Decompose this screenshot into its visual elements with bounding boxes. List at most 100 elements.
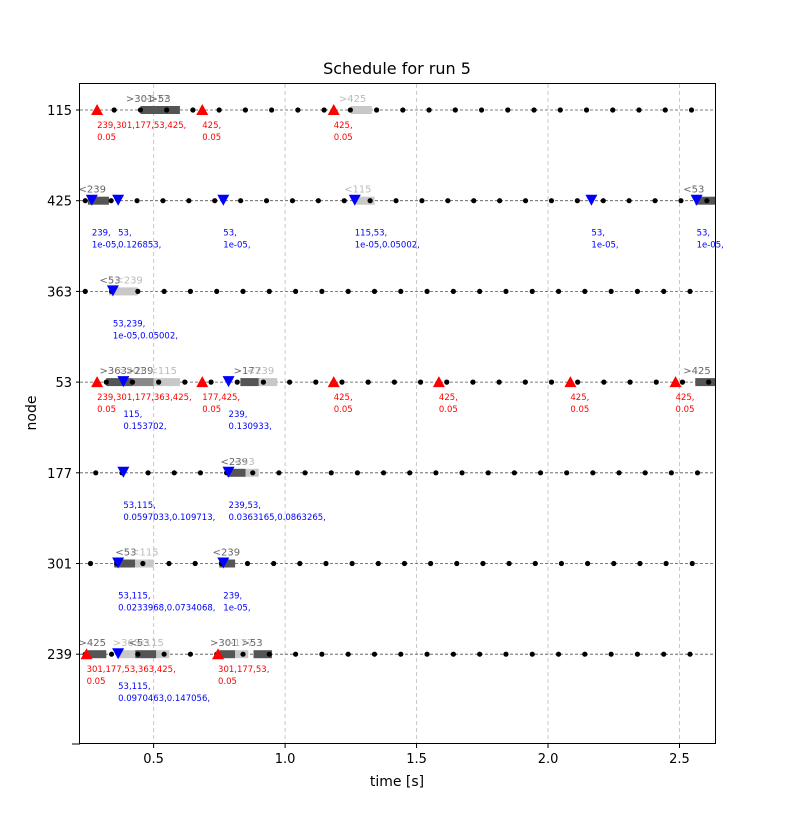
schedule-dot — [496, 379, 502, 385]
schedule-dot — [485, 470, 491, 476]
reception-label: 1e-05, — [223, 604, 250, 614]
schedule-dot — [400, 107, 406, 113]
schedule-dot — [216, 107, 222, 113]
reception-label: 239, — [92, 229, 111, 239]
schedule-dot — [634, 288, 641, 294]
transmission-label: 0.05 — [439, 405, 458, 415]
schedule-dot — [190, 107, 196, 113]
schedule-dot — [679, 379, 686, 385]
schedule-dot — [321, 107, 327, 113]
reception-marker — [117, 466, 130, 478]
schedule-dot — [433, 470, 439, 476]
schedule-dot — [583, 107, 590, 113]
schedule-dot — [626, 198, 632, 204]
schedule-dot — [505, 107, 511, 113]
schedule-dot — [470, 379, 476, 385]
schedule-dot — [478, 107, 485, 113]
link-tag: <115 — [131, 548, 158, 559]
schedule-dot — [129, 379, 136, 385]
schedule-dot — [582, 651, 588, 657]
schedule-dot — [289, 198, 296, 204]
schedule-dot — [135, 651, 141, 657]
schedule-dot — [450, 651, 456, 657]
transmission-label: 0.05 — [676, 405, 695, 415]
reception-marker — [222, 376, 235, 388]
activity-bar — [106, 378, 133, 387]
schedule-dot — [234, 379, 240, 385]
link-tag: >425 — [339, 94, 366, 105]
link-tag: >301 — [210, 638, 237, 649]
schedule-dot — [636, 107, 642, 113]
activity-bar — [253, 650, 272, 659]
reception-label: 0.130933, — [229, 422, 272, 432]
schedule-dot — [365, 379, 371, 385]
link-tag: <239 — [213, 548, 240, 559]
reception-label: 53,115, — [118, 682, 150, 692]
reception-label: 53, — [223, 229, 237, 239]
schedule-dot — [610, 107, 616, 113]
schedule-dot — [93, 470, 99, 476]
link-tag: >239 — [126, 366, 153, 377]
schedule-dot — [161, 651, 167, 657]
schedule-dot — [276, 470, 282, 476]
reception-marker — [85, 194, 98, 206]
schedule-dot — [417, 379, 424, 385]
link-tag: <115 — [344, 185, 371, 196]
schedule-dot — [424, 651, 430, 657]
schedule-dot — [688, 107, 695, 113]
schedule-dot — [627, 379, 633, 385]
schedule-dot — [297, 560, 303, 567]
link-tag: >301 — [118, 366, 145, 377]
link-tag: <53 — [683, 185, 704, 196]
reception-label: 0.153702, — [123, 422, 166, 432]
transmission-marker — [669, 376, 682, 388]
schedule-dot — [634, 651, 641, 657]
schedule-dot — [371, 651, 378, 657]
schedule-dot — [642, 470, 648, 476]
y-tick-label: 425 — [47, 195, 72, 210]
schedule-dot — [511, 470, 517, 476]
link-tag: <239 — [115, 275, 142, 286]
link-tag: <115 — [150, 366, 177, 377]
transmission-marker — [91, 376, 104, 388]
schedule-dot — [471, 198, 477, 204]
schedule-dot — [661, 651, 667, 657]
schedule-dot — [555, 288, 562, 294]
schedule-dot — [454, 560, 460, 567]
activity-bar — [219, 650, 236, 659]
transmission-label: 0.05 — [202, 405, 221, 415]
link-tag: <239 — [79, 185, 106, 196]
schedule-dot — [145, 470, 151, 476]
schedule-dot — [419, 198, 425, 204]
schedule-dot — [452, 107, 458, 113]
schedule-dot — [186, 198, 192, 204]
reception-label: 0.126853, — [118, 241, 161, 251]
activity-bar — [87, 196, 109, 205]
y-axis-ticks: 115 425 363 53 177 301 239 — [47, 104, 80, 745]
transmission-label: 425, — [202, 121, 221, 131]
x-tick-label: 0.5 — [143, 752, 164, 767]
activity-bar — [227, 468, 246, 477]
schedule-dot — [653, 379, 659, 385]
schedule-dot — [197, 470, 204, 476]
schedule-dot — [240, 288, 246, 294]
reception-marker — [348, 194, 361, 206]
y-tick-label: 177 — [47, 467, 72, 482]
y-tick-label: 239 — [47, 648, 72, 663]
schedule-dot — [156, 379, 162, 385]
schedule-dot — [319, 651, 325, 657]
transmission-label: 425, — [676, 393, 695, 403]
schedule-dot — [585, 560, 591, 567]
reception-label: 0.0233968,0.0734068, — [118, 604, 215, 614]
schedule-dot — [426, 107, 432, 113]
transmission-label: 0.05 — [334, 405, 353, 415]
reception-label: 1e-05, — [591, 241, 618, 251]
schedule-dot — [529, 651, 535, 657]
reception-marker — [217, 557, 230, 569]
activity-bar — [108, 287, 138, 296]
schedule-dot — [663, 560, 669, 567]
schedule-dot — [401, 560, 408, 567]
transmission-label: 425, — [334, 393, 353, 403]
reception-label: 0.0970463,0.147056, — [118, 694, 210, 704]
transmission-marker — [196, 104, 209, 115]
